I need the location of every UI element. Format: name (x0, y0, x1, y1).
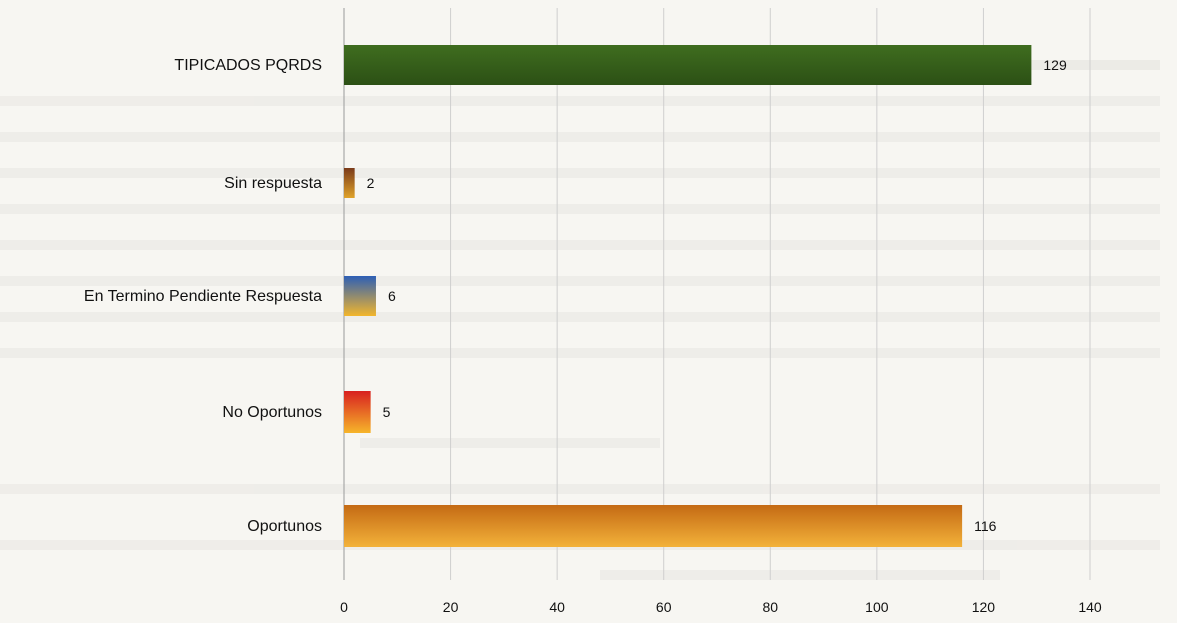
bars (344, 45, 1032, 547)
category-labels: TIPICADOS PQRDS Sin respuesta En Termino P… (84, 57, 322, 535)
gridlines (343, 8, 1091, 580)
data-label-sin-respuesta: 2 (367, 175, 375, 191)
category-label-no-oportunos: No Oportunos (222, 404, 322, 421)
x-tick-label-0: 0 (340, 599, 348, 615)
category-label-sin-respuesta: Sin respuesta (224, 175, 322, 192)
data-label-en-termino-pendiente-respuesta: 6 (388, 288, 396, 304)
x-tick-label-20: 20 (443, 599, 459, 615)
x-tick-label-100: 100 (865, 599, 889, 615)
bar-no-oportunos (344, 391, 371, 433)
data-label-no-oportunos: 5 (383, 404, 391, 420)
x-tick-label-140: 140 (1078, 599, 1102, 615)
x-tick-label-40: 40 (549, 599, 565, 615)
bar-tipicados-pqrds (344, 45, 1032, 85)
bar-en-termino-pendiente-respuesta (344, 276, 376, 316)
x-axis-ticks: 0 20 40 60 80 100 120 140 (340, 599, 1102, 615)
data-label-tipicados-pqrds: 129 (1043, 57, 1067, 73)
bar-oportunos (344, 505, 963, 547)
bar-sin-respuesta (344, 168, 355, 198)
background-bleed-text (0, 60, 1160, 580)
x-tick-label-60: 60 (656, 599, 672, 615)
category-label-en-termino-pendiente-respuesta: En Termino Pendiente Respuesta (84, 288, 322, 305)
category-label-oportunos: Oportunos (247, 518, 322, 535)
data-label-oportunos: 116 (974, 518, 997, 534)
category-label-tipicados-pqrds: TIPICADOS PQRDS (174, 57, 322, 74)
x-tick-label-120: 120 (972, 599, 996, 615)
data-labels: 129 2 6 5 116 (367, 57, 1067, 534)
x-tick-label-80: 80 (762, 599, 778, 615)
